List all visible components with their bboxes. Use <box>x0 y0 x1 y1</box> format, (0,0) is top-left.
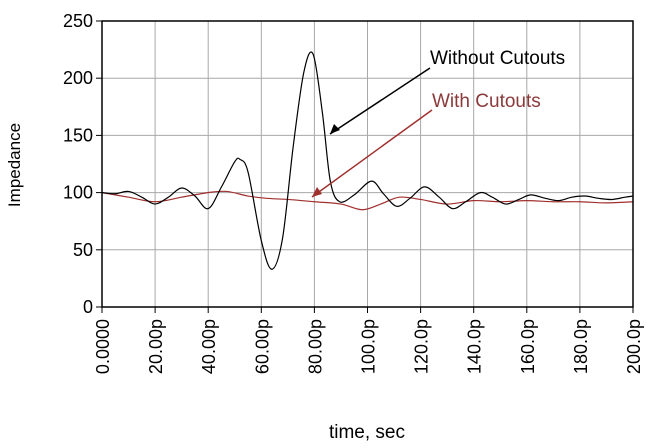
y-tick-label: 50 <box>73 240 93 260</box>
x-tick-label: 60.00p <box>252 319 272 374</box>
x-tick-label: 100.0p <box>359 319 379 374</box>
arrow <box>311 109 433 198</box>
y-tick-label: 0 <box>83 297 93 317</box>
arrow <box>329 67 431 135</box>
x-tick-label: 0.0000 <box>93 319 113 374</box>
x-tick-label: 40.00p <box>199 319 219 374</box>
y-axis-label: Impedance <box>5 123 24 207</box>
x-axis-label: time, sec <box>329 422 405 443</box>
x-tick-label: 160.0p <box>518 319 538 374</box>
x-tick-label: 20.00p <box>146 319 166 374</box>
line-series <box>101 190 634 211</box>
x-tick-label: 180.0p <box>571 319 591 374</box>
annotation: Without Cutouts <box>430 48 565 69</box>
y-tick-label: 100 <box>63 183 93 203</box>
y-tick-label: 200 <box>63 68 93 88</box>
x-tick-label: 200.0p <box>624 319 644 374</box>
arrow-head <box>312 187 322 197</box>
line-series <box>101 51 634 270</box>
x-tick-label: 140.0p <box>465 319 485 374</box>
x-tick-label: 80.00p <box>305 319 325 374</box>
plot-frame <box>101 20 634 308</box>
x-tick-label: 120.0p <box>412 319 432 374</box>
arrow-head <box>330 124 340 134</box>
y-tick-label: 250 <box>63 11 93 31</box>
y-tick-label: 150 <box>63 125 93 145</box>
annotation: With Cutouts <box>432 91 541 112</box>
